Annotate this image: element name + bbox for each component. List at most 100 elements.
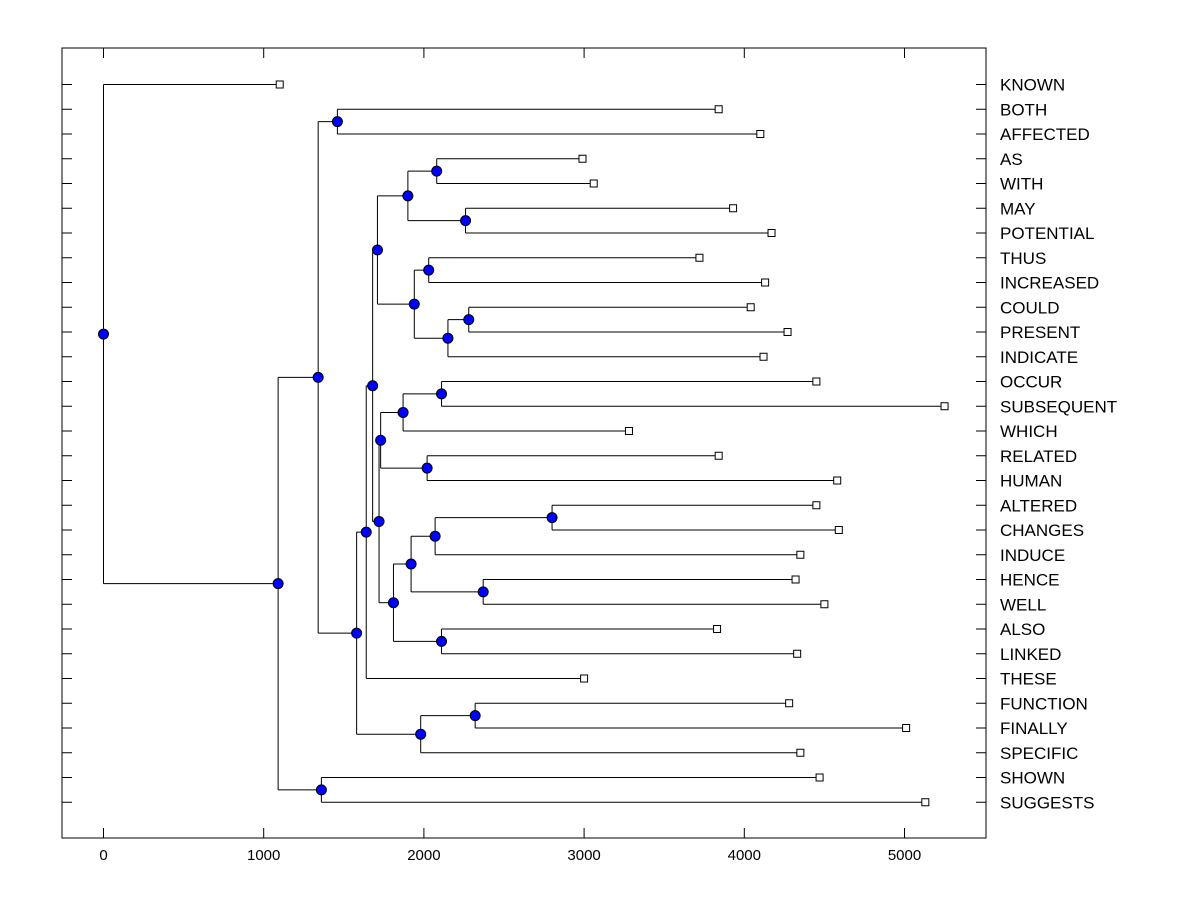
leaf-label-suggests: SUGGESTS — [1000, 793, 1094, 812]
merge-node-n27 — [315, 784, 327, 796]
dendrogram-links — [103, 84, 945, 803]
leaf-marker-with — [589, 179, 598, 188]
merge-node-n20 — [373, 515, 385, 527]
leaf-marker-suggests — [921, 798, 930, 807]
leaf-label-may: MAY — [1000, 199, 1036, 218]
leaf-label-thus: THUS — [1000, 249, 1046, 268]
leaf-markers — [275, 80, 949, 807]
x-tick-label-1000: 1000 — [247, 847, 280, 864]
leaf-marker-function — [785, 699, 794, 708]
leaf-label-human: HUMAN — [1000, 472, 1062, 491]
merge-node-n18 — [436, 635, 448, 647]
leaf-label-related: RELATED — [1000, 447, 1077, 466]
leaf-marker-also — [713, 625, 722, 633]
leaf-marker-hence — [791, 575, 800, 584]
leaf-marker-known — [275, 80, 284, 89]
leaf-marker-both — [714, 105, 723, 114]
leaf-label-indicate: INDICATE — [1000, 348, 1078, 367]
leaf-label-linked: LINKED — [1000, 645, 1061, 664]
leaf-label-affected: AFFECTED — [1000, 125, 1090, 144]
leaf-marker-affected — [756, 130, 765, 138]
merge-node-n2 — [431, 165, 443, 177]
leaf-marker-may — [729, 204, 738, 213]
merge-node-n11 — [397, 406, 409, 418]
leaf-label-increased: INCREASED — [1000, 274, 1099, 293]
leaf-marker-finally — [902, 724, 911, 732]
leaf-marker-changes — [834, 526, 843, 534]
leaf-label-known: KNOWN — [1000, 76, 1065, 95]
merge-node-n4 — [402, 190, 414, 202]
merge-node-n8 — [408, 298, 420, 310]
leaf-label-finally: FINALLY — [1000, 719, 1068, 738]
plot-frame — [61, 47, 987, 839]
merge-node-n13 — [375, 434, 387, 446]
leaf-marker-linked — [793, 649, 802, 658]
leaf-label-with: WITH — [1000, 175, 1043, 194]
leaf-label-subsequent: SUBSEQUENT — [1000, 397, 1117, 416]
leaf-label-specific: SPECIFIC — [1000, 744, 1078, 763]
merge-node-n17 — [405, 558, 417, 570]
leaf-label-also: ALSO — [1000, 620, 1045, 639]
merge-node-n23 — [469, 710, 481, 722]
merge-node-n15 — [429, 530, 441, 542]
leaf-marker-thus — [695, 253, 704, 262]
merge-node-n6 — [463, 314, 475, 326]
leaf-label-as: AS — [1000, 150, 1023, 169]
x-tick-label-4000: 4000 — [728, 847, 761, 864]
axis-ticks — [62, 48, 986, 838]
merge-node-n7 — [442, 332, 454, 344]
leaf-marker-occur — [812, 377, 821, 386]
leaf-label-function: FUNCTION — [1000, 694, 1088, 713]
merge-node-n19 — [387, 597, 399, 609]
leaf-label-induce: INDUCE — [1000, 546, 1065, 565]
leaf-label-these: THESE — [1000, 670, 1057, 689]
leaf-marker-specific — [796, 748, 805, 757]
merge-node-n14 — [546, 512, 558, 524]
leaf-marker-potential — [767, 229, 776, 237]
merge-node-n28 — [272, 578, 284, 590]
merge-node-n10 — [436, 388, 448, 400]
leaf-label-shown: SHOWN — [1000, 769, 1065, 788]
merge-node-n9 — [371, 244, 383, 256]
leaf-marker-shown — [815, 773, 824, 782]
x-tick-label-0: 0 — [99, 847, 107, 864]
leaf-label-present: PRESENT — [1000, 323, 1080, 342]
leaf-marker-well — [820, 600, 829, 609]
leaf-marker-present — [783, 328, 792, 336]
leaf-marker-could — [746, 303, 755, 312]
x-tick-label-5000: 5000 — [888, 847, 921, 864]
leaf-label-changes: CHANGES — [1000, 521, 1084, 540]
leaf-marker-altered — [812, 501, 821, 510]
leaf-marker-increased — [761, 278, 770, 287]
leaf-marker-these — [580, 674, 589, 683]
merge-node-n25 — [351, 627, 363, 639]
merge-node-n29 — [98, 328, 109, 340]
merge-node-n16 — [477, 586, 489, 598]
leaf-marker-as — [578, 154, 587, 163]
leaf-marker-related — [714, 451, 723, 460]
leaf-label-occur: OCCUR — [1000, 373, 1062, 392]
merge-nodes — [98, 116, 558, 796]
x-axis-tick-labels: 0 1000 2000 3000 4000 5000 — [99, 847, 921, 864]
leaf-label-both: BOTH — [1000, 100, 1047, 119]
merge-node-n26 — [312, 371, 324, 383]
leaf-marker-indicate — [759, 352, 768, 361]
leaf-marker-human — [833, 476, 842, 485]
merge-node-n21 — [367, 380, 379, 392]
leaf-label-well: WELL — [1000, 595, 1046, 614]
leaf-label-altered: ALTERED — [1000, 496, 1077, 515]
leaf-marker-induce — [796, 550, 805, 559]
leaf-label-potential: POTENTIAL — [1000, 224, 1094, 243]
leaf-marker-which — [624, 427, 633, 435]
leaf-labels: KNOWN BOTH AFFECTED AS WITH MAY POTENTIAL THUS I… — [1000, 76, 1117, 813]
merge-node-n12 — [421, 462, 433, 474]
merge-node-n5 — [423, 264, 435, 276]
leaf-marker-subsequent — [940, 402, 949, 411]
merge-node-n22 — [360, 526, 372, 538]
x-tick-label-2000: 2000 — [407, 847, 440, 864]
merge-node-n1 — [331, 116, 343, 128]
leaf-label-could: COULD — [1000, 298, 1060, 317]
merge-node-n3 — [460, 215, 472, 227]
leaf-label-hence: HENCE — [1000, 571, 1060, 590]
